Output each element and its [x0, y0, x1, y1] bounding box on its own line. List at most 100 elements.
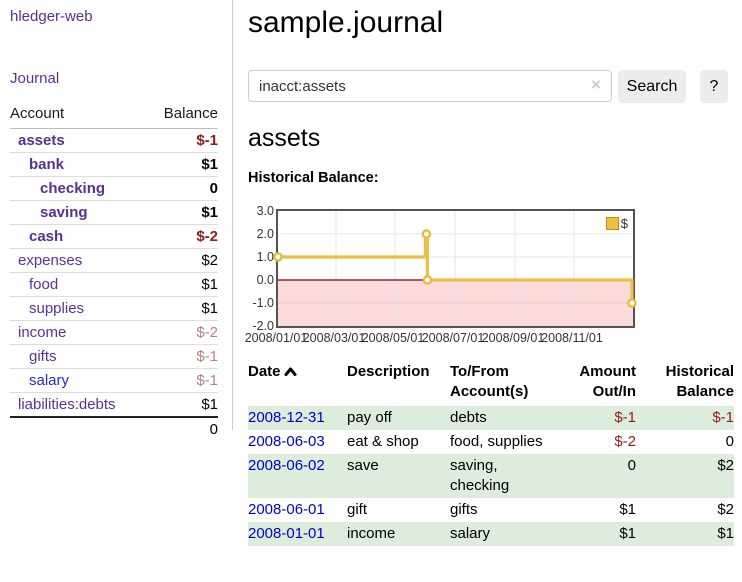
- x-axis-tick: 2008/07/01: [420, 331, 486, 345]
- account-link-food[interactable]: food: [10, 276, 58, 293]
- account-link-saving[interactable]: saving: [10, 204, 88, 221]
- account-row: expenses $2: [10, 249, 218, 273]
- account-link-expenses[interactable]: expenses: [10, 252, 82, 269]
- search-input[interactable]: [248, 70, 612, 102]
- account-link-bank[interactable]: bank: [10, 156, 64, 173]
- account-link-gifts[interactable]: gifts: [10, 348, 57, 365]
- account-balance: $-1: [196, 372, 218, 389]
- balance-column-header: Historical Balance: [636, 360, 734, 406]
- account-balance: $-2: [196, 228, 218, 245]
- transaction-accounts: gifts: [450, 498, 558, 522]
- help-button[interactable]: ?: [700, 70, 728, 103]
- register-row: 2008-06-03 eat & shop food, supplies $-2…: [248, 430, 734, 454]
- account-row: cash $-2: [10, 225, 218, 249]
- transaction-balance: $2: [636, 498, 734, 522]
- account-balance: $1: [201, 156, 218, 173]
- transaction-description: pay off: [347, 406, 450, 430]
- transaction-accounts: food, supplies: [450, 430, 558, 454]
- transaction-balance: $-1: [636, 406, 734, 430]
- account-row: supplies $1: [10, 297, 218, 321]
- accounts-column-header: To/From Account(s): [450, 360, 558, 406]
- chart-plot-area: $: [276, 209, 635, 328]
- transaction-date-link[interactable]: 2008-06-02: [248, 457, 325, 474]
- account-link-cash[interactable]: cash: [10, 228, 63, 245]
- transaction-amount: $-2: [558, 430, 636, 454]
- account-balance: $1: [201, 300, 218, 317]
- sidebar-item-journal[interactable]: Journal: [10, 70, 59, 87]
- transaction-date-link[interactable]: 2008-06-01: [248, 501, 325, 518]
- account-row: food $1: [10, 273, 218, 297]
- account-row: gifts $-1: [10, 345, 218, 369]
- y-axis-tick: 3.0: [248, 204, 274, 218]
- account-balance: $-2: [196, 324, 218, 341]
- transaction-amount: $-1: [558, 406, 636, 430]
- account-row: checking 0: [10, 177, 218, 201]
- register-row: 2008-06-02 save saving, checking 0 $2: [248, 454, 734, 498]
- date-column-header[interactable]: Date: [248, 360, 347, 406]
- app-title-link[interactable]: hledger-web: [10, 8, 93, 25]
- clear-search-icon[interactable]: ×: [586, 75, 606, 95]
- transaction-description: save: [347, 454, 450, 498]
- transaction-amount: $1: [558, 498, 636, 522]
- account-balance: $1: [201, 204, 218, 221]
- transaction-balance: 0: [636, 430, 734, 454]
- accounts-total-balance: 0: [210, 421, 218, 438]
- accounts-table-header: Account Balance: [10, 102, 218, 129]
- transaction-balance: $1: [636, 522, 734, 546]
- transaction-accounts: saving, checking: [450, 454, 558, 498]
- register-row: 2008-12-31 pay off debts $-1 $-1: [248, 406, 734, 430]
- account-row: saving $1: [10, 201, 218, 225]
- legend-label: $: [621, 216, 628, 231]
- y-axis-tick: -1.0: [248, 296, 274, 310]
- y-axis-tick: 1.0: [248, 250, 274, 264]
- account-link-liabilities-debts[interactable]: liabilities:debts: [10, 396, 116, 413]
- transaction-description: eat & shop: [347, 430, 450, 454]
- y-axis-tick: 2.0: [248, 227, 274, 241]
- chart-canvas: [278, 211, 633, 326]
- x-axis-tick: 2008/05/01: [360, 331, 426, 345]
- account-row: liabilities:debts $1: [10, 393, 218, 418]
- transaction-date-link[interactable]: 2008-01-01: [248, 525, 325, 542]
- register-table: Date Description To/From Account(s) Amou…: [248, 360, 734, 546]
- transaction-accounts: salary: [450, 522, 558, 546]
- account-link-income[interactable]: income: [10, 324, 66, 341]
- historical-balance-chart: 3.0 2.0 1.0 0.0 -1.0 -2.0: [248, 200, 734, 348]
- account-column-header: Account: [10, 105, 64, 122]
- account-link-salary[interactable]: salary: [10, 372, 69, 389]
- x-axis-tick: 2008/03/01: [301, 331, 367, 345]
- sidebar-divider: [232, 0, 233, 430]
- transaction-balance: $2: [636, 454, 734, 498]
- transaction-accounts: debts: [450, 406, 558, 430]
- search-button[interactable]: Search: [618, 70, 686, 103]
- account-link-checking[interactable]: checking: [10, 180, 105, 197]
- transaction-date-link[interactable]: 2008-12-31: [248, 409, 325, 426]
- account-row: assets $-1: [10, 129, 218, 153]
- register-header-row: Date Description To/From Account(s) Amou…: [248, 360, 734, 406]
- transaction-date-link[interactable]: 2008-06-03: [248, 433, 325, 450]
- account-balance: 0: [210, 180, 218, 197]
- account-balance: $2: [201, 252, 218, 269]
- search-form: × Search ?: [248, 70, 734, 103]
- legend-swatch-icon: [606, 217, 619, 230]
- transaction-amount: 0: [558, 454, 636, 498]
- x-axis-tick: 2008/01/01: [243, 331, 309, 345]
- account-row: income $-2: [10, 321, 218, 345]
- account-balance: $-1: [196, 348, 218, 365]
- register-row: 2008-01-01 income salary $1 $1: [248, 522, 734, 546]
- account-row: bank $1: [10, 153, 218, 177]
- page-title: sample.journal: [248, 6, 443, 40]
- transaction-description: income: [347, 522, 450, 546]
- description-column-header: Description: [347, 360, 450, 406]
- chart-legend: $: [606, 216, 628, 231]
- account-link-supplies[interactable]: supplies: [10, 300, 84, 317]
- balance-column-header: Balance: [164, 105, 218, 122]
- y-axis-tick: 0.0: [248, 273, 274, 287]
- chart-title: Historical Balance:: [248, 170, 379, 186]
- accounts-total-row: 0: [10, 418, 218, 441]
- transaction-amount: $1: [558, 522, 636, 546]
- account-link-assets[interactable]: assets: [10, 132, 65, 149]
- transaction-description: gift: [347, 498, 450, 522]
- date-header-label: Date: [248, 363, 281, 380]
- accounts-table: Account Balance assets $-1 bank $1 check…: [10, 102, 218, 441]
- account-balance: $1: [201, 276, 218, 293]
